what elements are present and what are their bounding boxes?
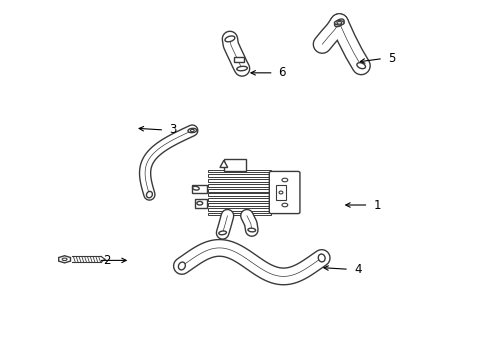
Ellipse shape xyxy=(238,58,242,61)
Bar xyxy=(207,170,271,172)
Polygon shape xyxy=(59,256,70,263)
Polygon shape xyxy=(220,160,227,167)
Text: 2: 2 xyxy=(103,254,111,267)
Bar xyxy=(224,158,245,171)
Ellipse shape xyxy=(146,192,152,198)
Text: 1: 1 xyxy=(372,198,380,212)
Bar xyxy=(207,208,271,211)
Bar xyxy=(207,189,271,192)
Bar xyxy=(207,174,271,177)
Bar xyxy=(234,57,244,63)
Text: 4: 4 xyxy=(353,263,361,276)
Ellipse shape xyxy=(334,19,344,27)
Ellipse shape xyxy=(187,128,196,133)
Bar xyxy=(276,185,285,200)
Ellipse shape xyxy=(247,228,255,232)
Ellipse shape xyxy=(192,186,199,190)
Ellipse shape xyxy=(334,21,344,25)
Bar xyxy=(192,185,206,193)
Bar xyxy=(207,198,271,201)
Bar xyxy=(207,203,271,206)
Ellipse shape xyxy=(62,258,67,261)
Ellipse shape xyxy=(178,262,185,270)
Ellipse shape xyxy=(356,63,365,69)
Ellipse shape xyxy=(282,178,287,182)
Bar xyxy=(207,184,271,187)
Ellipse shape xyxy=(190,130,194,132)
Ellipse shape xyxy=(236,66,247,71)
Bar xyxy=(207,193,271,196)
Ellipse shape xyxy=(197,202,202,205)
Text: 5: 5 xyxy=(387,52,394,65)
Ellipse shape xyxy=(224,36,234,42)
Ellipse shape xyxy=(279,191,283,194)
Text: 6: 6 xyxy=(278,66,285,79)
Ellipse shape xyxy=(318,254,325,262)
Ellipse shape xyxy=(218,231,226,235)
Bar xyxy=(207,212,271,215)
Text: 3: 3 xyxy=(169,123,176,136)
Bar xyxy=(207,179,271,182)
Bar xyxy=(195,199,206,207)
Ellipse shape xyxy=(336,22,341,24)
Ellipse shape xyxy=(282,203,287,207)
FancyBboxPatch shape xyxy=(269,171,299,213)
